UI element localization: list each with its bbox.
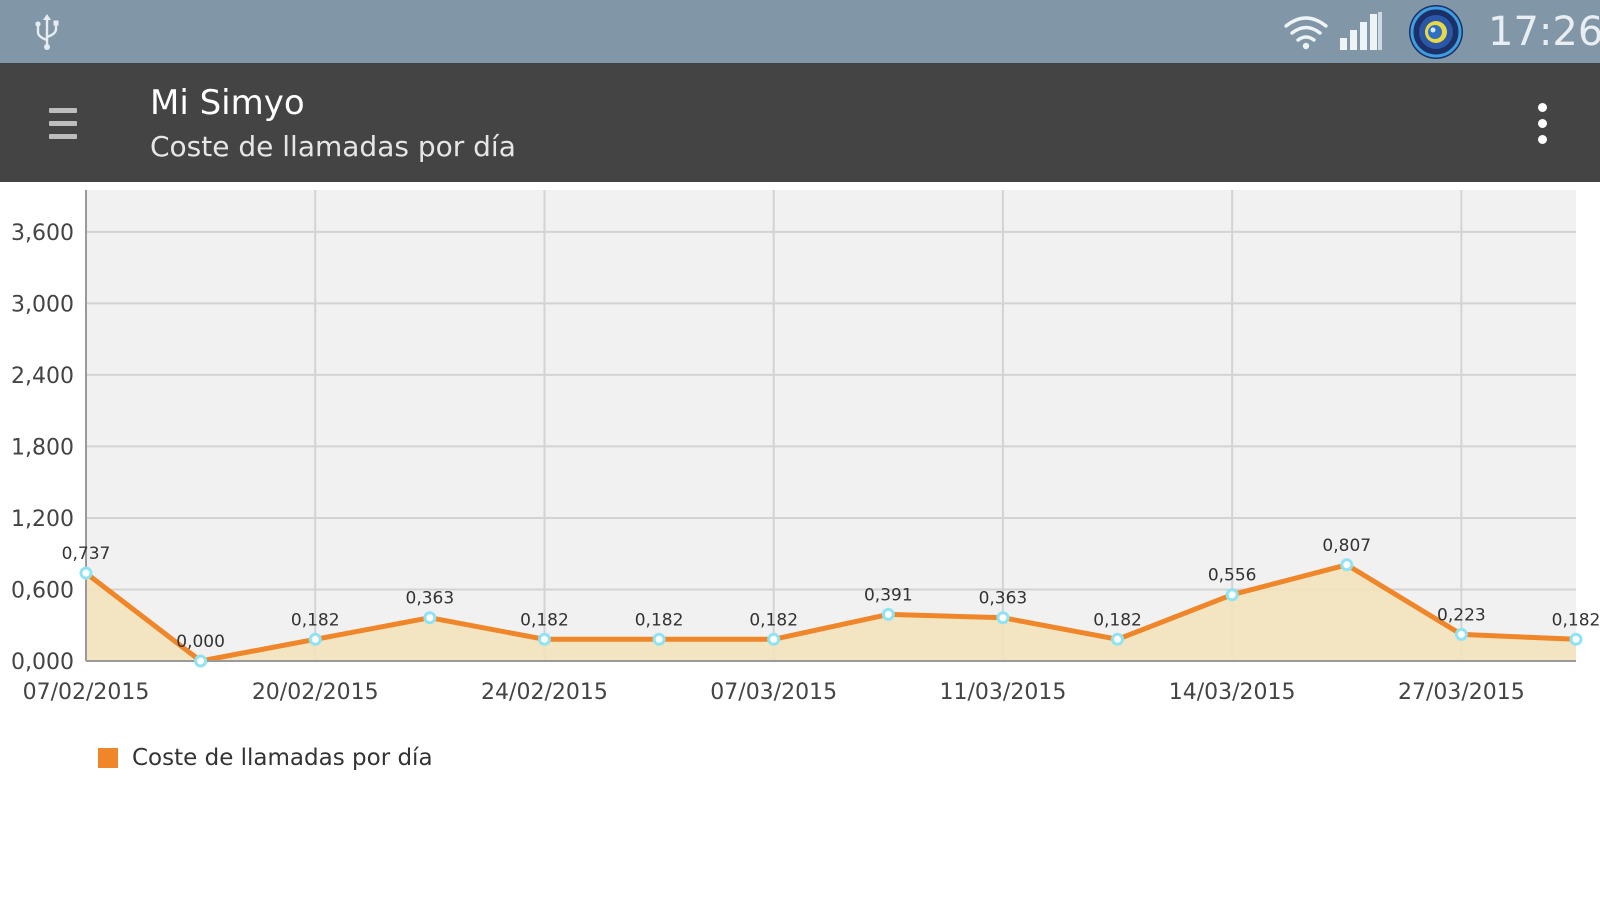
y-tick-label: 2,400 bbox=[11, 364, 74, 389]
x-tick-label: 14/03/2015 bbox=[1169, 680, 1296, 705]
data-label: 0,000 bbox=[176, 632, 225, 652]
legend-swatch bbox=[98, 748, 118, 768]
data-label: 0,807 bbox=[1322, 536, 1371, 556]
signal-icon bbox=[1340, 12, 1382, 50]
data-label: 0,182 bbox=[1093, 610, 1142, 630]
data-point bbox=[767, 632, 781, 646]
y-tick-label: 1,800 bbox=[11, 435, 74, 460]
data-point bbox=[423, 611, 437, 625]
data-point bbox=[1225, 588, 1239, 602]
data-point bbox=[537, 632, 551, 646]
data-point bbox=[996, 611, 1010, 625]
data-label: 0,363 bbox=[406, 589, 455, 609]
x-tick-label: 27/03/2015 bbox=[1398, 680, 1525, 705]
x-tick-label: 24/02/2015 bbox=[481, 680, 608, 705]
data-point bbox=[1454, 627, 1468, 641]
app-bar: Mi Simyo Coste de llamadas por día bbox=[0, 63, 1600, 182]
cost-chart: 0,000 0,600 1,200 1,800 2,400 3,000 3,600 07/02… bbox=[0, 182, 1600, 782]
menu-icon[interactable] bbox=[30, 85, 96, 161]
x-tick-label: 11/03/2015 bbox=[940, 680, 1067, 705]
data-point bbox=[1569, 632, 1583, 646]
y-tick-label: 1,200 bbox=[11, 507, 74, 532]
data-label: 0,363 bbox=[979, 589, 1028, 609]
data-label: 0,556 bbox=[1208, 566, 1257, 586]
chart-legend: Coste de llamadas por día bbox=[98, 742, 433, 774]
app-title: Mi Simyo bbox=[150, 83, 305, 123]
legend-label: Coste de llamadas por día bbox=[132, 745, 433, 771]
y-tick-label: 3,000 bbox=[11, 292, 74, 317]
chart-svg: 0,000 0,600 1,200 1,800 2,400 3,000 3,600 07/02… bbox=[11, 190, 1600, 705]
y-tick-label: 0,000 bbox=[11, 650, 74, 675]
data-point bbox=[194, 654, 208, 668]
data-point bbox=[1340, 558, 1354, 572]
data-point bbox=[1111, 632, 1125, 646]
x-tick-label: 07/02/2015 bbox=[23, 680, 150, 705]
data-label: 0,391 bbox=[864, 585, 913, 605]
data-label: 0,182 bbox=[520, 610, 569, 630]
data-label: 0,182 bbox=[635, 610, 684, 630]
x-tick-label: 20/02/2015 bbox=[252, 680, 379, 705]
series-line bbox=[83, 562, 1579, 664]
data-label: 0,182 bbox=[749, 610, 798, 630]
y-tick-label: 3,600 bbox=[11, 221, 74, 246]
y-tick-label: 0,600 bbox=[11, 578, 74, 603]
wifi-icon bbox=[1284, 16, 1328, 50]
series-area bbox=[86, 564, 1576, 661]
data-point bbox=[652, 632, 666, 646]
app-subtitle: Coste de llamadas por día bbox=[150, 130, 516, 163]
data-label: 0,182 bbox=[291, 610, 340, 630]
app-notification-icon bbox=[1409, 5, 1463, 59]
x-tick-label: 07/03/2015 bbox=[710, 680, 837, 705]
data-label: 0,182 bbox=[1552, 610, 1600, 630]
status-bar: 17:26 bbox=[0, 0, 1600, 63]
data-label: 0,737 bbox=[62, 544, 111, 564]
usb-icon bbox=[35, 14, 59, 50]
data-point bbox=[79, 566, 93, 580]
data-label: 0,223 bbox=[1437, 605, 1486, 625]
data-point bbox=[308, 632, 322, 646]
data-point bbox=[881, 607, 895, 621]
status-clock: 17:26 bbox=[1488, 9, 1600, 55]
overflow-menu-icon[interactable] bbox=[1520, 87, 1564, 159]
